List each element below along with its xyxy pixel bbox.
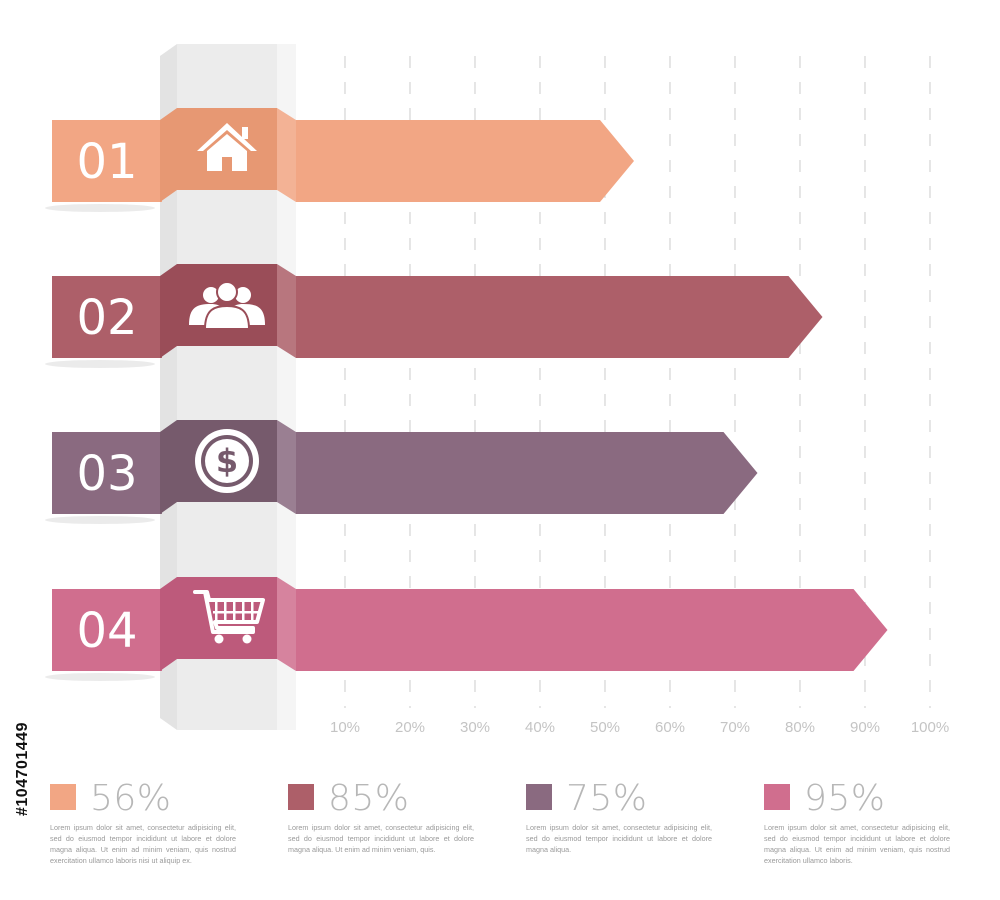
tick-label: 10% (330, 719, 360, 736)
legend-value: 56% (90, 778, 172, 819)
tick-label: 90% (850, 719, 880, 736)
legend-value: 85% (328, 778, 410, 819)
fold-left (160, 264, 177, 358)
legend-description: Lorem ipsum dolor sit amet, consectetur … (764, 823, 950, 865)
tick-label: 80% (785, 719, 815, 736)
label-block (52, 120, 162, 202)
x-axis-ticks: 10% 20% 30% 40% 50% 60% 70% 80% 90% 100% (330, 719, 949, 736)
bar (296, 432, 758, 514)
dollar-coin-icon: $ (195, 429, 259, 493)
legend-swatch (50, 784, 76, 810)
fold-right (277, 420, 296, 514)
tick-label: 50% (590, 719, 620, 736)
bar-shadow (45, 204, 155, 212)
bar (296, 589, 888, 671)
legend-swatch (764, 784, 790, 810)
stock-id-text: #104701449 (14, 722, 31, 816)
legend-swatch (288, 784, 314, 810)
bar-row: 02 (45, 264, 823, 368)
tick-label: 60% (655, 719, 685, 736)
category-label: 01 (76, 134, 137, 190)
label-block (52, 276, 162, 358)
tick-label: 40% (525, 719, 555, 736)
category-label: 02 (76, 290, 137, 346)
bar-row: 03 (45, 420, 758, 524)
fold-right (277, 577, 296, 671)
legend-value: 95% (804, 778, 886, 819)
fold-right (277, 108, 296, 202)
fold-left (160, 420, 177, 514)
tick-label: 30% (460, 719, 490, 736)
tick-label: 70% (720, 719, 750, 736)
legend-description: Lorem ipsum dolor sit amet, consectetur … (50, 823, 236, 865)
shopping-cart-icon (193, 590, 265, 644)
category-label: 04 (76, 603, 137, 659)
bar-shadow (45, 360, 155, 368)
fold-front (177, 577, 277, 659)
home-icon (197, 123, 257, 171)
legend-value: 75% (566, 778, 648, 819)
legend-description: Lorem ipsum dolor sit amet, consectetur … (526, 823, 712, 854)
legend-swatch (526, 784, 552, 810)
label-block (52, 589, 162, 671)
bar (296, 276, 823, 358)
bar-shadow (45, 516, 155, 524)
fold-left (160, 577, 177, 671)
bars-layer: 01 02 03 04 $ (45, 108, 888, 681)
legend-description: Lorem ipsum dolor sit amet, consectetur … (288, 823, 474, 854)
people-icon (189, 281, 265, 330)
bar-row: 01 (45, 108, 634, 212)
tick-label: 100% (911, 719, 949, 736)
bar (296, 120, 634, 202)
tick-label: 20% (395, 719, 425, 736)
stock-id-label: #104701449 (5, 668, 41, 888)
fold-left (160, 108, 177, 202)
fold-right (277, 264, 296, 358)
svg-text:$: $ (216, 442, 238, 480)
category-label: 03 (76, 446, 137, 502)
bar-row: 04 (45, 577, 888, 681)
bar-shadow (45, 673, 155, 681)
label-block (52, 432, 162, 514)
